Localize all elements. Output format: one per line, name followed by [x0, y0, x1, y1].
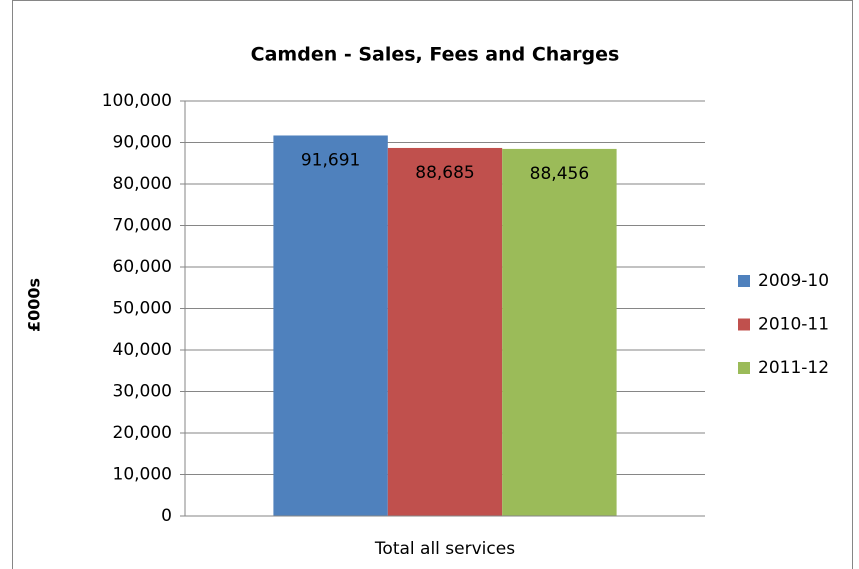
- y-tick-label: 40,000: [113, 340, 172, 360]
- y-tick-label: 10,000: [113, 465, 172, 485]
- legend-label: 2011-12: [758, 358, 829, 378]
- y-tick-label: 0: [161, 506, 172, 526]
- legend-label: 2009-10: [758, 271, 829, 291]
- y-tick-label: 50,000: [113, 299, 172, 319]
- bar: [502, 148, 617, 516]
- y-tick-label: 60,000: [113, 257, 172, 277]
- y-tick-label: 20,000: [113, 423, 172, 443]
- bar: [387, 147, 503, 516]
- y-tick-label: 100,000: [102, 91, 172, 111]
- y-tick-label: 30,000: [113, 382, 172, 402]
- legend-swatch: [738, 362, 750, 374]
- data-label: 88,456: [530, 164, 589, 184]
- y-tick-label: 80,000: [113, 174, 172, 194]
- data-label: 88,685: [415, 163, 474, 183]
- data-label: 91,691: [301, 150, 360, 170]
- y-tick-label: 70,000: [113, 216, 172, 236]
- y-axis-label: £000s: [25, 278, 44, 332]
- legend-swatch: [738, 275, 750, 287]
- y-tick-label: 90,000: [113, 133, 172, 153]
- legend-label: 2010-11: [758, 315, 829, 335]
- legend-swatch: [738, 318, 750, 331]
- bar: [273, 135, 388, 516]
- x-tick-label: Total all services: [374, 539, 515, 559]
- chart-title: Camden - Sales, Fees and Charges: [251, 44, 620, 66]
